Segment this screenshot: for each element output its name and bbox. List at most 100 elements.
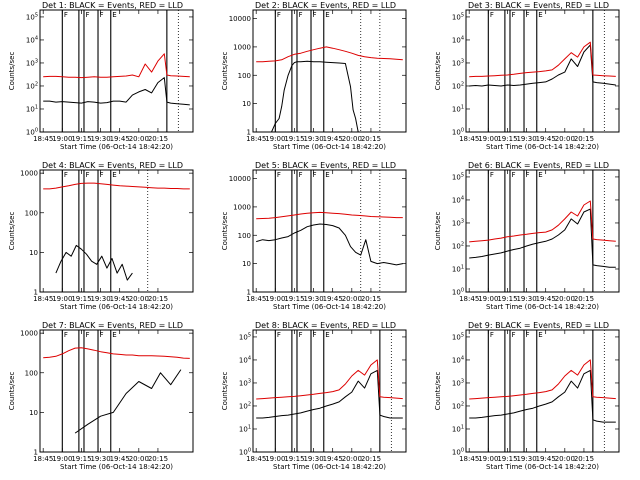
lld-rate-line bbox=[43, 182, 190, 190]
y-tick-label: 10000 bbox=[229, 15, 251, 23]
panel-title: Det 5: BLACK = Events, RED = LLD bbox=[255, 161, 396, 170]
x-tick-label: 20:00 bbox=[342, 295, 362, 303]
y-axis-label: Counts/sec bbox=[8, 372, 16, 411]
x-tick-label: 19:30 bbox=[516, 135, 536, 143]
detector-panel-9: Det 9: BLACK = Events, RED = LLD18:4519:… bbox=[434, 321, 620, 471]
x-tick-label: 19:45 bbox=[323, 295, 343, 303]
panel-title: Det 2: BLACK = Events, RED = LLD bbox=[255, 1, 396, 10]
x-tick-label: 19:30 bbox=[303, 455, 323, 463]
x-axis-label: Start Time (06-Oct-14 18:42:20) bbox=[273, 143, 386, 151]
marker-flag-label: F bbox=[100, 11, 104, 19]
x-tick-label: 19:15 bbox=[497, 455, 517, 463]
y-axis-label: Counts/sec bbox=[221, 212, 229, 251]
marker-flag-label: F bbox=[526, 171, 530, 179]
x-tick-label: 19:30 bbox=[303, 295, 323, 303]
marker-flag-label: F bbox=[526, 331, 530, 339]
x-axis-label: Start Time (06-Oct-14 18:42:20) bbox=[60, 463, 173, 471]
marker-flag-label: F bbox=[511, 331, 515, 339]
x-tick-label: 20:15 bbox=[574, 295, 594, 303]
y-tick-label: 1000 bbox=[233, 43, 251, 51]
plot-frame bbox=[39, 169, 194, 293]
x-axis-label: Start Time (06-Oct-14 18:42:20) bbox=[486, 143, 599, 151]
y-tick-label: 100 bbox=[452, 288, 464, 297]
x-tick-label: 19:00 bbox=[52, 135, 72, 143]
x-tick-label: 18:45 bbox=[33, 295, 53, 303]
y-tick-label: 103 bbox=[26, 58, 38, 67]
y-tick-label: 101 bbox=[452, 424, 464, 433]
marker-flag-label: E bbox=[325, 331, 329, 339]
y-tick-label: 101 bbox=[26, 104, 38, 113]
events-rate-line bbox=[55, 244, 133, 281]
x-tick-label: 19:15 bbox=[71, 135, 91, 143]
marker-flag-label: E bbox=[325, 11, 329, 19]
x-tick-label: 19:15 bbox=[71, 295, 91, 303]
marker-flag-label: F bbox=[277, 11, 281, 19]
lld-rate-line bbox=[469, 200, 616, 243]
x-tick-label: 19:15 bbox=[71, 455, 91, 463]
y-tick-label: 1 bbox=[247, 289, 251, 297]
marker-flag-label: F bbox=[64, 11, 68, 19]
x-tick-label: 19:15 bbox=[497, 295, 517, 303]
events-rate-line bbox=[74, 369, 182, 434]
marker-flag-label: F bbox=[85, 171, 89, 179]
y-tick-label: 103 bbox=[239, 378, 251, 387]
y-tick-label: 100 bbox=[452, 128, 464, 137]
panel-title: Det 9: BLACK = Events, RED = LLD bbox=[468, 321, 609, 330]
y-tick-label: 100 bbox=[239, 448, 251, 457]
x-tick-label: 19:00 bbox=[478, 455, 498, 463]
y-tick-label: 1000 bbox=[20, 330, 38, 338]
events-rate-line bbox=[271, 60, 361, 133]
x-tick-label: 19:45 bbox=[110, 135, 130, 143]
plot-frame bbox=[252, 9, 407, 133]
x-tick-label: 18:45 bbox=[459, 295, 479, 303]
marker-flag-label: E bbox=[112, 171, 116, 179]
y-tick-label: 102 bbox=[452, 401, 464, 410]
marker-flag-label: F bbox=[298, 331, 302, 339]
detector-panel-5: Det 5: BLACK = Events, RED = LLD18:4519:… bbox=[221, 161, 407, 311]
x-tick-label: 20:00 bbox=[342, 135, 362, 143]
panel-title: Det 1: BLACK = Events, RED = LLD bbox=[42, 1, 183, 10]
x-tick-label: 19:00 bbox=[265, 295, 285, 303]
x-tick-label: 19:15 bbox=[284, 135, 304, 143]
detector-panel-8: Det 8: BLACK = Events, RED = LLD18:4519:… bbox=[221, 321, 407, 471]
lld-rate-line bbox=[469, 359, 616, 400]
y-tick-label: 1000 bbox=[20, 170, 38, 178]
y-tick-label: 105 bbox=[239, 332, 251, 341]
y-tick-label: 104 bbox=[452, 195, 464, 204]
x-tick-label: 20:00 bbox=[129, 295, 149, 303]
y-tick-label: 104 bbox=[452, 35, 464, 44]
marker-flag-label: E bbox=[538, 171, 542, 179]
x-tick-label: 19:00 bbox=[52, 295, 72, 303]
y-tick-label: 103 bbox=[452, 378, 464, 387]
y-tick-label: 100 bbox=[238, 72, 251, 80]
y-tick-label: 101 bbox=[452, 104, 464, 113]
y-tick-label: 1 bbox=[34, 449, 38, 457]
y-tick-label: 100 bbox=[25, 209, 38, 217]
x-tick-label: 20:00 bbox=[555, 455, 575, 463]
marker-flag-label: E bbox=[325, 171, 329, 179]
detector-panel-3: Det 3: BLACK = Events, RED = LLD18:4519:… bbox=[434, 1, 620, 151]
marker-flag-label: F bbox=[511, 11, 515, 19]
y-axis-label: Counts/sec bbox=[434, 372, 442, 411]
y-tick-label: 104 bbox=[452, 355, 464, 364]
x-tick-label: 19:15 bbox=[284, 295, 304, 303]
plot-frame bbox=[465, 169, 620, 293]
y-tick-label: 105 bbox=[452, 332, 464, 341]
events-rate-line bbox=[256, 223, 403, 266]
events-rate-line bbox=[256, 369, 403, 419]
plot-frame bbox=[39, 9, 194, 133]
x-tick-label: 18:45 bbox=[246, 295, 266, 303]
marker-flag-label: F bbox=[85, 11, 89, 19]
x-axis-label: Start Time (06-Oct-14 18:42:20) bbox=[486, 463, 599, 471]
x-tick-label: 20:00 bbox=[555, 135, 575, 143]
marker-flag-label: F bbox=[313, 331, 317, 339]
x-tick-label: 20:00 bbox=[129, 455, 149, 463]
x-axis-label: Start Time (06-Oct-14 18:42:20) bbox=[60, 303, 173, 311]
x-tick-label: 18:45 bbox=[246, 455, 266, 463]
marker-flag-label: F bbox=[298, 171, 302, 179]
marker-flag-label: F bbox=[313, 11, 317, 19]
plot-frame bbox=[252, 169, 407, 293]
plot-frame bbox=[39, 329, 194, 453]
x-tick-label: 19:00 bbox=[265, 455, 285, 463]
